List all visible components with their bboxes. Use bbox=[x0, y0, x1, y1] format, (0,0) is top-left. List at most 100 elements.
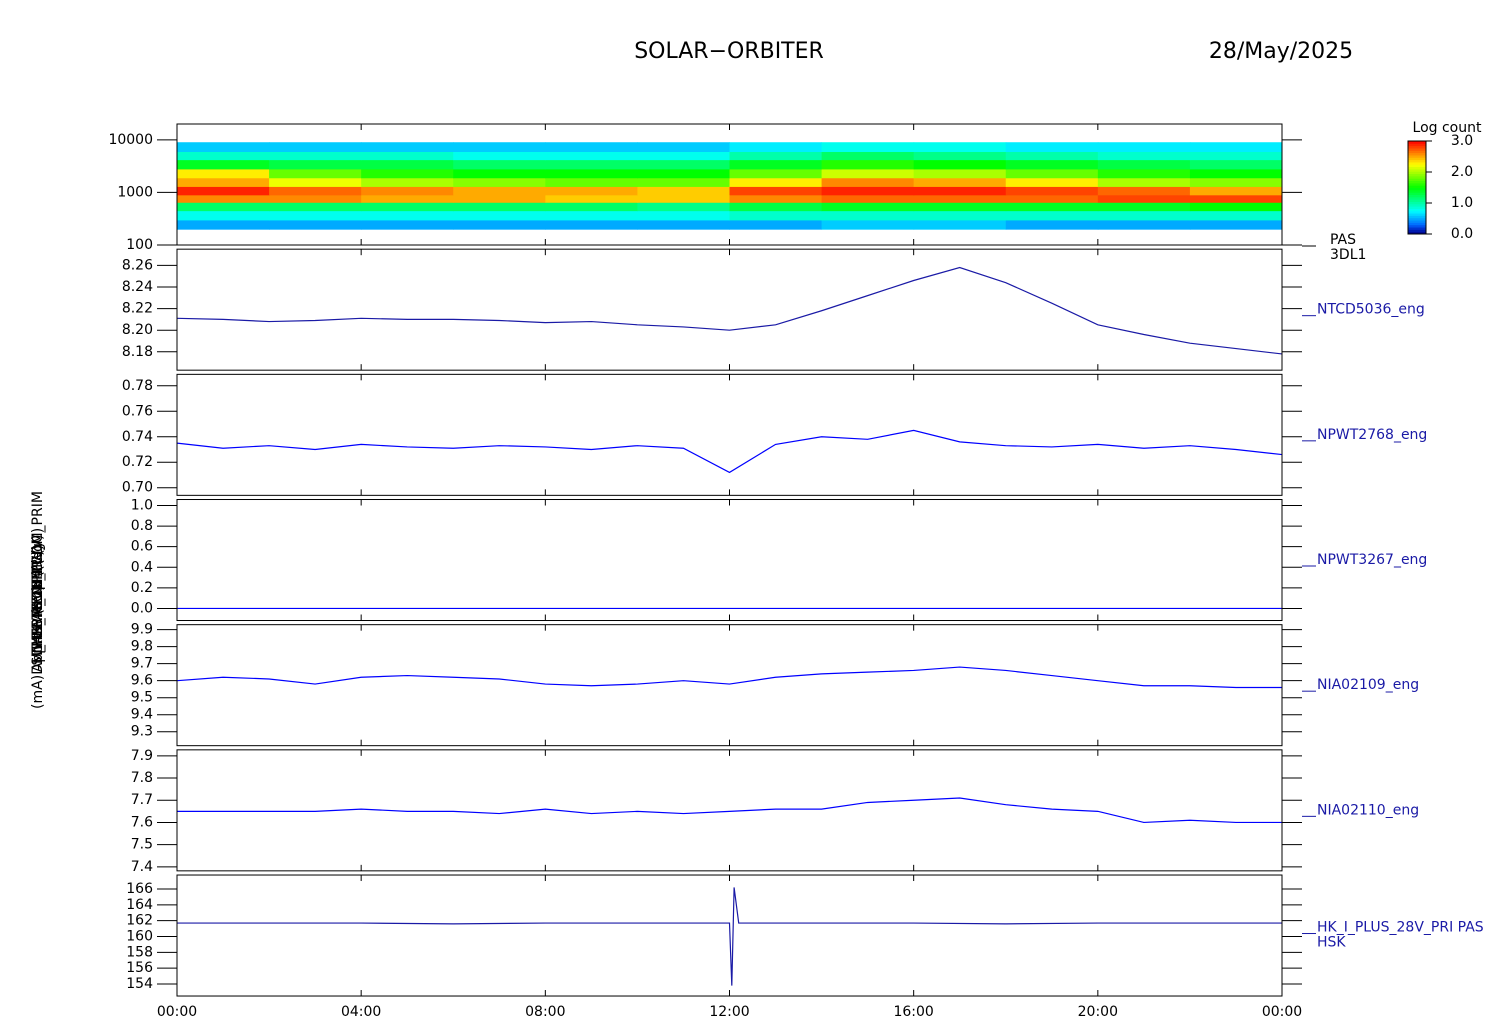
panel-frame bbox=[176, 499, 1283, 622]
colorbar-step bbox=[1408, 201, 1426, 205]
colorbar-step bbox=[1408, 173, 1426, 177]
heatmap-cell bbox=[453, 219, 546, 230]
colorbar-step bbox=[1408, 145, 1426, 149]
heatmap-cell bbox=[729, 142, 823, 152]
colorbar-step bbox=[1408, 178, 1426, 182]
colorbar-step bbox=[1408, 194, 1426, 198]
heatmap-cell bbox=[637, 202, 730, 212]
heatmap-cell bbox=[545, 186, 638, 196]
heatmap-cell bbox=[1189, 151, 1283, 161]
heatmap-cell bbox=[1005, 194, 1099, 203]
right-label: NPWT2768_eng bbox=[1317, 427, 1427, 443]
x-tick-label: 08:00 bbox=[525, 1004, 565, 1020]
y-tick-label: 0.2 bbox=[131, 580, 153, 596]
colorbar-step bbox=[1408, 220, 1426, 223]
y-tick-label: 9.9 bbox=[131, 622, 153, 638]
heatmap-cell bbox=[913, 142, 1007, 152]
colorbar-step bbox=[1408, 161, 1426, 165]
heatmap-cell bbox=[361, 159, 454, 170]
colorbar-step bbox=[1408, 199, 1426, 202]
heatmap-cell bbox=[545, 219, 638, 230]
heatmap-cell bbox=[361, 168, 454, 179]
colorbar-step bbox=[1408, 152, 1426, 156]
data-line bbox=[176, 266, 1283, 355]
colorbar-step bbox=[1408, 157, 1426, 161]
right-label: NIA02110_eng bbox=[1317, 802, 1419, 818]
heatmap-cell bbox=[1097, 168, 1191, 179]
colorbar-step bbox=[1408, 180, 1426, 184]
y-tick-label: 0.0 bbox=[131, 600, 153, 616]
colorbar-step bbox=[1408, 224, 1426, 228]
heatmap-cell bbox=[545, 142, 638, 152]
colorbar-label: Log count bbox=[1413, 120, 1482, 136]
heatmap-cell bbox=[913, 194, 1007, 203]
y-tick-label: 7.6 bbox=[131, 814, 153, 830]
heatmap-cell bbox=[1097, 210, 1191, 221]
heatmap-cell bbox=[545, 151, 638, 161]
heatmap-cell bbox=[1189, 202, 1283, 212]
heatmap-cell bbox=[729, 219, 823, 230]
colorbar-step bbox=[1408, 227, 1426, 230]
chart-title: SOLAR−ORBITER bbox=[634, 39, 824, 64]
heatmap-cell bbox=[821, 142, 915, 152]
heatmap-cell bbox=[361, 219, 454, 230]
y-tick-label: 160 bbox=[126, 929, 153, 945]
heatmap-cell bbox=[729, 177, 823, 187]
heatmap-cell bbox=[1005, 159, 1099, 170]
y-tick-label: 9.8 bbox=[131, 639, 153, 655]
heatmap-cell bbox=[177, 202, 270, 212]
y-tick-label: 9.6 bbox=[131, 673, 153, 689]
heatmap-cell bbox=[1189, 142, 1283, 152]
right-label: NIA02109_eng bbox=[1317, 677, 1419, 693]
colorbar-tick-label: 2.0 bbox=[1451, 164, 1473, 180]
heatmap-cell bbox=[1189, 186, 1283, 196]
y-tick-label: 9.5 bbox=[131, 690, 153, 706]
heatmap-cell bbox=[453, 159, 546, 170]
y-tick-label: 0.8 bbox=[131, 518, 153, 534]
colorbar-frame bbox=[1407, 140, 1427, 235]
heatmap-cell bbox=[1097, 151, 1191, 161]
colorbar-step bbox=[1408, 189, 1426, 193]
heatmap-cell bbox=[637, 142, 730, 152]
colorbar-step bbox=[1408, 210, 1426, 214]
y-tick-label: 164 bbox=[126, 897, 153, 913]
heatmap-cell bbox=[269, 168, 362, 179]
heatmap-cell bbox=[913, 168, 1007, 179]
right-label: PAS bbox=[1330, 232, 1356, 248]
heatmap-cell bbox=[913, 159, 1007, 170]
heatmap-cell bbox=[729, 210, 823, 221]
heatmap-cell bbox=[177, 159, 270, 170]
y-tick-label: 8.22 bbox=[122, 301, 153, 317]
heatmap-cell bbox=[821, 151, 915, 161]
heatmap-cell bbox=[1005, 151, 1099, 161]
heatmap-cell bbox=[269, 202, 362, 212]
heatmap-cell bbox=[1097, 177, 1191, 187]
heatmap-cell bbox=[637, 159, 730, 170]
heatmap-cell bbox=[545, 159, 638, 170]
colorbar-step bbox=[1408, 164, 1426, 168]
heatmap-cell bbox=[1189, 159, 1283, 170]
heatmap-cell bbox=[637, 177, 730, 187]
heatmap-cell bbox=[545, 194, 638, 203]
heatmap-cell bbox=[1005, 219, 1099, 230]
heatmap-cell bbox=[453, 186, 546, 196]
y-tick-label: 7.8 bbox=[131, 770, 153, 786]
right-label: HSK bbox=[1317, 935, 1346, 951]
heatmap-cell bbox=[177, 194, 270, 203]
y-axis-label: Approx Temp (DegC) bbox=[30, 528, 46, 672]
y-tick-label: 0.72 bbox=[122, 454, 153, 470]
heatmap-cell bbox=[1097, 194, 1191, 203]
colorbar-step bbox=[1408, 175, 1426, 179]
data-line bbox=[176, 429, 1283, 474]
y-tick-label: 9.7 bbox=[131, 656, 153, 672]
right-label: NTCD5036_eng bbox=[1317, 302, 1425, 318]
heatmap-cell bbox=[453, 194, 546, 203]
heatmap-cell bbox=[269, 194, 362, 203]
panel-frame bbox=[176, 624, 1283, 747]
colorbar-step bbox=[1408, 206, 1426, 209]
heatmap-cell bbox=[453, 142, 546, 152]
x-tick-label: 04:00 bbox=[341, 1004, 381, 1020]
heatmap-cell bbox=[729, 151, 823, 161]
heatmap-cell bbox=[177, 142, 270, 152]
heatmap-cell bbox=[361, 210, 454, 221]
